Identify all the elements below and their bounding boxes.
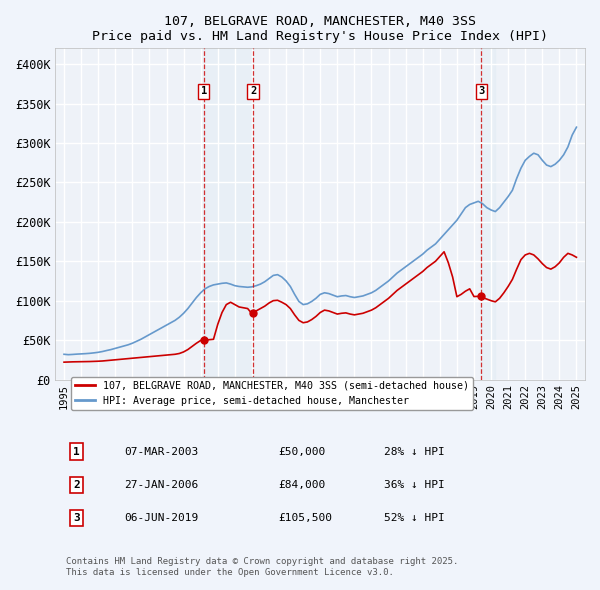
Legend: 107, BELGRAVE ROAD, MANCHESTER, M40 3SS (semi-detached house), HPI: Average pric: 107, BELGRAVE ROAD, MANCHESTER, M40 3SS … — [71, 377, 473, 410]
Text: £105,500: £105,500 — [278, 513, 332, 523]
Text: 2: 2 — [250, 86, 256, 96]
Text: £84,000: £84,000 — [278, 480, 325, 490]
Text: 1: 1 — [200, 86, 207, 96]
Text: 3: 3 — [478, 86, 484, 96]
Bar — [481, 48, 495, 379]
Text: 3: 3 — [73, 513, 80, 523]
Text: 28% ↓ HPI: 28% ↓ HPI — [384, 447, 445, 457]
Bar — [204, 48, 253, 379]
Text: 07-MAR-2003: 07-MAR-2003 — [124, 447, 199, 457]
Text: 2: 2 — [73, 480, 80, 490]
Text: 1: 1 — [73, 447, 80, 457]
Text: 27-JAN-2006: 27-JAN-2006 — [124, 480, 199, 490]
Text: 06-JUN-2019: 06-JUN-2019 — [124, 513, 199, 523]
Text: Contains HM Land Registry data © Crown copyright and database right 2025.
This d: Contains HM Land Registry data © Crown c… — [66, 557, 458, 576]
Text: £50,000: £50,000 — [278, 447, 325, 457]
Title: 107, BELGRAVE ROAD, MANCHESTER, M40 3SS
Price paid vs. HM Land Registry's House : 107, BELGRAVE ROAD, MANCHESTER, M40 3SS … — [92, 15, 548, 43]
Text: 52% ↓ HPI: 52% ↓ HPI — [384, 513, 445, 523]
Text: 36% ↓ HPI: 36% ↓ HPI — [384, 480, 445, 490]
